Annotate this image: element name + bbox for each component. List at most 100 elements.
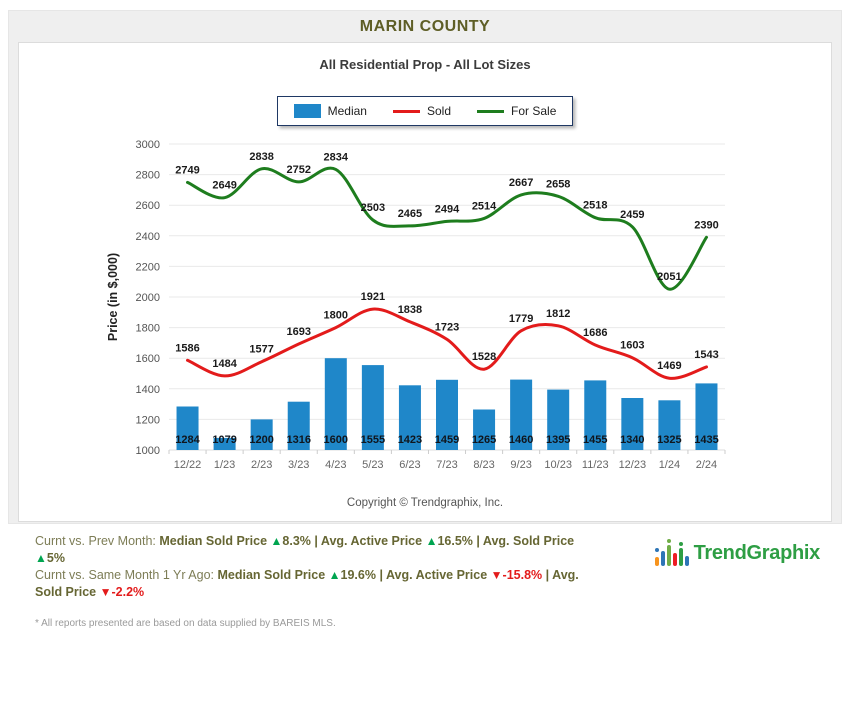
chart-panel: All Residential Prop - All Lot Sizes Med… <box>18 42 832 522</box>
stat-segment: Curnt vs. Same Month 1 Yr Ago: <box>35 568 218 582</box>
svg-text:2518: 2518 <box>583 200 607 212</box>
svg-text:2514: 2514 <box>472 200 497 212</box>
svg-text:1400: 1400 <box>136 384 160 396</box>
legend-wrap: Median Sold For Sale <box>19 96 831 126</box>
svg-text:1/23: 1/23 <box>214 459 235 471</box>
svg-text:2752: 2752 <box>286 164 310 176</box>
svg-text:2051: 2051 <box>657 271 681 283</box>
median-bar <box>658 400 681 450</box>
down-triangle-icon: ▼ <box>99 585 112 599</box>
svg-text:2390: 2390 <box>694 219 718 231</box>
svg-text:2503: 2503 <box>361 202 385 214</box>
svg-text:1779: 1779 <box>509 313 533 325</box>
svg-text:1586: 1586 <box>175 342 199 354</box>
svg-text:2494: 2494 <box>435 203 460 215</box>
svg-text:2800: 2800 <box>136 170 160 182</box>
svg-text:1484: 1484 <box>212 358 237 370</box>
svg-text:2/23: 2/23 <box>251 459 272 471</box>
svg-text:4/23: 4/23 <box>325 459 346 471</box>
report-title: MARIN COUNTY <box>359 18 491 35</box>
svg-text:1528: 1528 <box>472 351 496 363</box>
x-axis-ticks <box>168 450 726 454</box>
up-triangle-icon: ▲ <box>328 568 341 582</box>
svg-text:5/23: 5/23 <box>362 459 383 471</box>
stat-segment: | <box>310 534 321 548</box>
stat-segment: Avg. Active Price <box>320 534 426 548</box>
median-bar <box>473 409 496 450</box>
svg-text:1200: 1200 <box>249 434 273 446</box>
stat-segment: -15.8% <box>502 568 543 582</box>
svg-text:1469: 1469 <box>657 360 681 372</box>
svg-text:1079: 1079 <box>212 434 236 446</box>
chart-svg: 1000 1200 1400 1600 1800 2000 2200 2400 2600 2800… <box>106 139 726 471</box>
svg-text:1600: 1600 <box>136 353 160 365</box>
legend-item-median: Median <box>293 104 367 118</box>
stat-segment: | <box>375 568 386 582</box>
legend-label: Sold <box>426 104 452 118</box>
stat-segment: 19.6% <box>340 568 376 582</box>
svg-text:1284: 1284 <box>175 434 200 446</box>
svg-text:1543: 1543 <box>694 349 718 361</box>
svg-text:2/24: 2/24 <box>696 459 717 471</box>
median-bar <box>621 398 644 450</box>
median-bar <box>584 380 607 450</box>
legend-label: For Sale <box>511 104 557 118</box>
report-header: MARIN COUNTY <box>18 11 832 42</box>
legend-line-swatch <box>392 109 420 113</box>
legend-item-for-sale: For Sale <box>477 104 556 118</box>
svg-text:1435: 1435 <box>694 434 718 446</box>
stat-segment: 5% <box>46 551 65 565</box>
svg-text:1459: 1459 <box>435 434 459 446</box>
trendgraphix-logo: TrendGraphix <box>653 538 820 568</box>
sold-line <box>186 307 708 380</box>
stats-summary: Curnt vs. Prev Month: Median Sold Price … <box>35 533 587 601</box>
stat-line-1: Curnt vs. Prev Month: Median Sold Price … <box>35 533 587 567</box>
report-container: MARIN COUNTY All Residential Prop - All … <box>8 10 842 524</box>
svg-text:11/23: 11/23 <box>582 459 609 471</box>
median-bars <box>176 358 718 450</box>
up-triangle-icon: ▲ <box>425 534 438 548</box>
svg-text:1455: 1455 <box>583 434 607 446</box>
svg-text:1921: 1921 <box>361 291 385 303</box>
svg-text:1325: 1325 <box>657 434 681 446</box>
svg-text:7/23: 7/23 <box>436 459 457 471</box>
stat-segment: Curnt vs. Prev Month: <box>35 534 160 548</box>
stat-segment: 16.5% <box>437 534 473 548</box>
svg-text:2465: 2465 <box>398 208 422 220</box>
svg-text:1686: 1686 <box>583 327 607 339</box>
svg-text:2749: 2749 <box>175 164 199 176</box>
svg-text:2200: 2200 <box>136 261 160 273</box>
svg-text:2667: 2667 <box>509 177 533 189</box>
legend-line-swatch <box>477 109 505 113</box>
up-triangle-icon: ▲ <box>270 534 283 548</box>
svg-text:12/22: 12/22 <box>174 459 202 471</box>
svg-text:1423: 1423 <box>398 434 422 446</box>
y-axis-title: Price (in $,000) <box>106 253 120 341</box>
median-bar <box>213 437 236 450</box>
svg-text:6/23: 6/23 <box>399 459 420 471</box>
svg-text:1812: 1812 <box>546 308 570 320</box>
svg-text:2658: 2658 <box>546 178 570 190</box>
svg-text:1395: 1395 <box>546 434 570 446</box>
stat-segment: | <box>542 568 553 582</box>
median-bar <box>547 389 570 450</box>
svg-text:1800: 1800 <box>324 310 348 322</box>
svg-text:1603: 1603 <box>620 340 644 352</box>
stat-segment: Avg. Sold Price <box>35 568 579 599</box>
svg-text:1340: 1340 <box>620 434 644 446</box>
for-sale-line <box>186 166 708 291</box>
y-axis-labels: 1000 1200 1400 1600 1800 2000 2200 2400 2600 2800… <box>136 139 160 457</box>
median-bar <box>287 401 310 450</box>
stat-segment: 8.3% <box>282 534 311 548</box>
copyright-text: Copyright © Trendgraphix, Inc. <box>346 497 504 509</box>
svg-text:1600: 1600 <box>324 434 348 446</box>
median-bar <box>324 358 347 450</box>
report-page: MARIN COUNTY All Residential Prop - All … <box>0 10 850 629</box>
for-sale-labels: 2749 2649 2838 2752 2834 2503 2465 2494 2514 2667… <box>175 151 718 283</box>
svg-text:2459: 2459 <box>620 209 644 221</box>
legend-item-sold: Sold <box>392 104 452 118</box>
svg-text:1838: 1838 <box>398 304 422 316</box>
svg-text:3000: 3000 <box>136 139 160 151</box>
svg-text:2649: 2649 <box>212 180 236 192</box>
median-bar-labels: 1284 1079 1200 1316 1600 1555 1423 1459 1265 1460… <box>175 434 718 446</box>
